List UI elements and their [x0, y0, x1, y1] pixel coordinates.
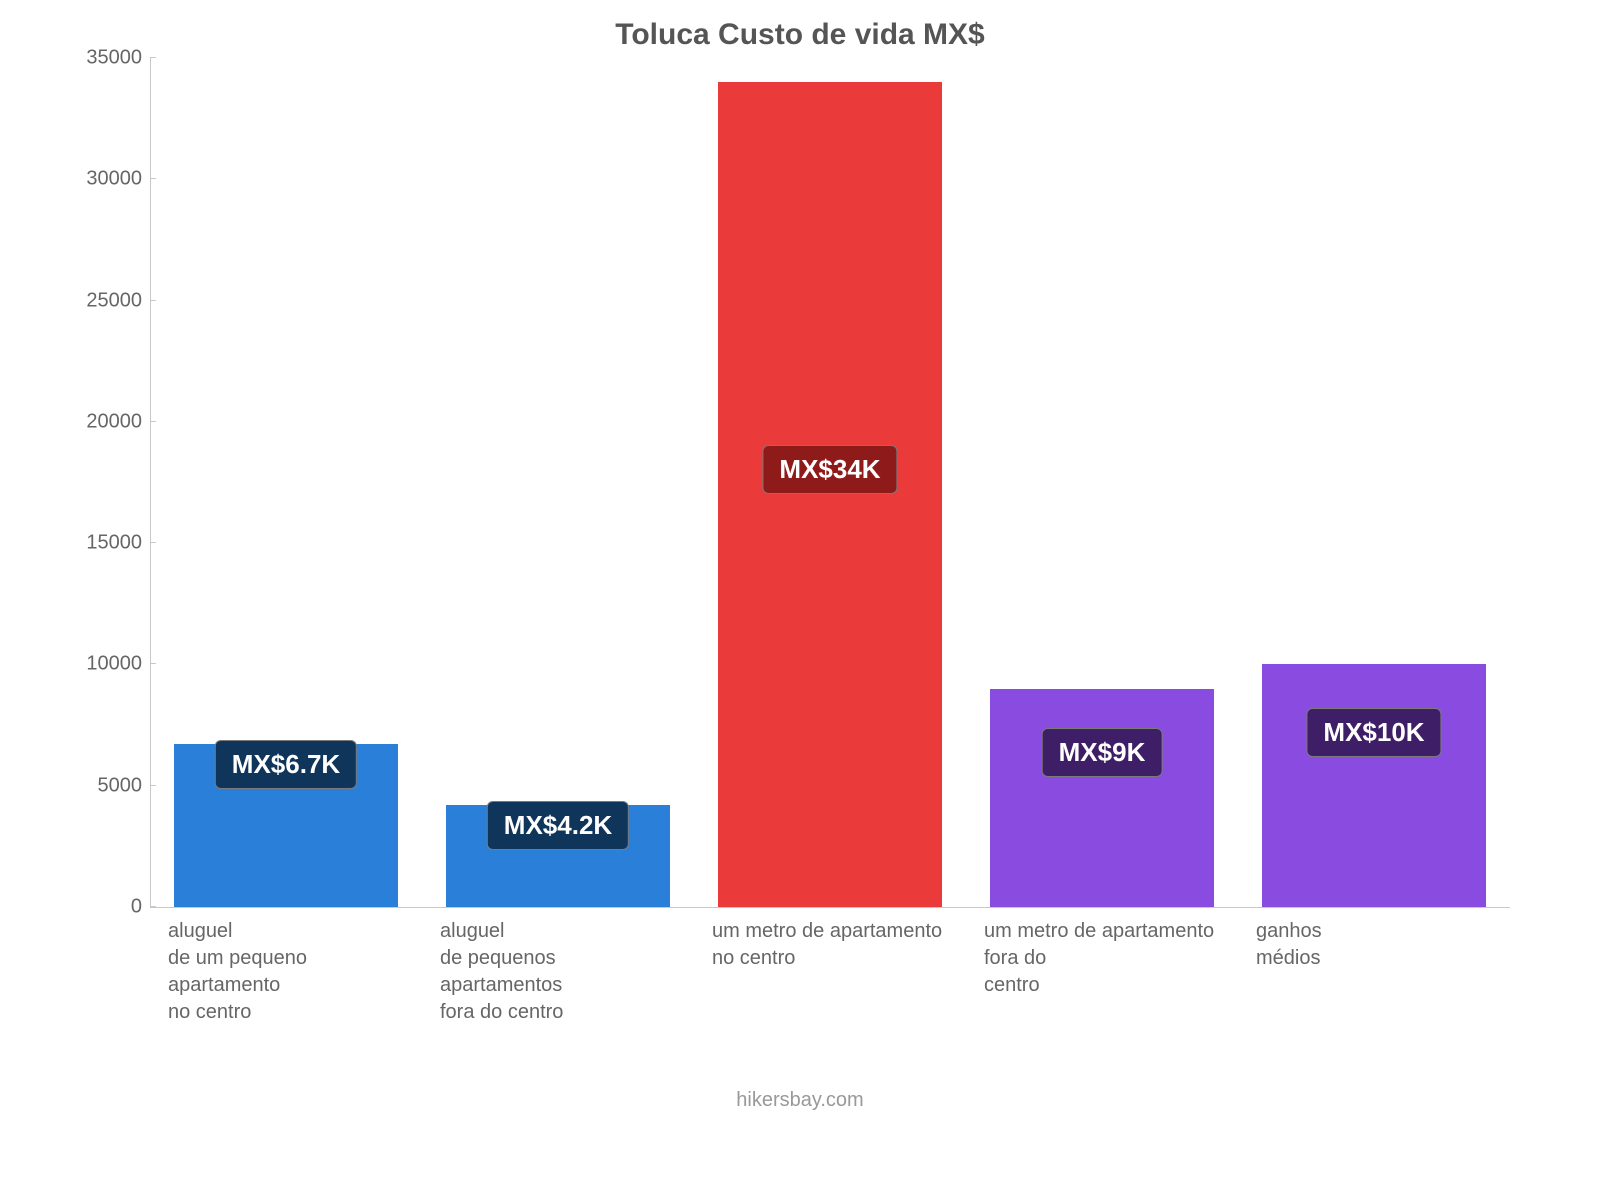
- y-tick-label: 35000: [62, 47, 142, 70]
- bar: MX$6.7K: [174, 744, 397, 907]
- bar-value-label: MX$4.2K: [487, 801, 629, 850]
- y-axis: 05000100001500020000250003000035000: [60, 58, 150, 907]
- chart-title: Toluca Custo de vida MX$: [60, 10, 1540, 58]
- bar-slot: MX$9K: [966, 58, 1238, 907]
- bar: MX$10K: [1262, 664, 1485, 907]
- y-tick-label: 15000: [62, 532, 142, 555]
- x-tick-label: aluguel de um pequeno apartamento no cen…: [150, 918, 422, 1026]
- x-tick-label: ganhos médios: [1238, 918, 1510, 1026]
- y-tick-label: 5000: [62, 774, 142, 797]
- y-tick-label: 0: [62, 896, 142, 919]
- bar: MX$34K: [718, 82, 941, 907]
- bar-slot: MX$10K: [1238, 58, 1510, 907]
- bar-group: MX$6.7K MX$4.2K MX$34K MX$9K MX$10K: [150, 58, 1510, 907]
- y-tick-label: 30000: [62, 168, 142, 191]
- bar-value-label: MX$34K: [762, 445, 897, 494]
- bar-slot: MX$4.2K: [422, 58, 694, 907]
- bar-value-label: MX$6.7K: [215, 740, 357, 789]
- cost-of-living-chart: Toluca Custo de vida MX$ 050001000015000…: [60, 10, 1540, 1130]
- bar-slot: MX$6.7K: [150, 58, 422, 907]
- bar-value-label: MX$10K: [1306, 708, 1441, 757]
- bar-value-label: MX$9K: [1042, 728, 1163, 777]
- bar-slot: MX$34K: [694, 58, 966, 907]
- bar: MX$4.2K: [446, 805, 669, 907]
- plot-area: 05000100001500020000250003000035000 MX$6…: [150, 58, 1510, 908]
- x-tick-label: um metro de apartamento no centro: [694, 918, 966, 1026]
- y-tick-label: 25000: [62, 289, 142, 312]
- x-axis: aluguel de um pequeno apartamento no cen…: [150, 908, 1510, 1026]
- chart-footer: hikersbay.com: [60, 1089, 1540, 1112]
- bar: MX$9K: [990, 689, 1213, 907]
- x-tick-label: um metro de apartamento fora do centro: [966, 918, 1238, 1026]
- y-tick-label: 20000: [62, 410, 142, 433]
- x-tick-label: aluguel de pequenos apartamentos fora do…: [422, 918, 694, 1026]
- y-tick-label: 10000: [62, 653, 142, 676]
